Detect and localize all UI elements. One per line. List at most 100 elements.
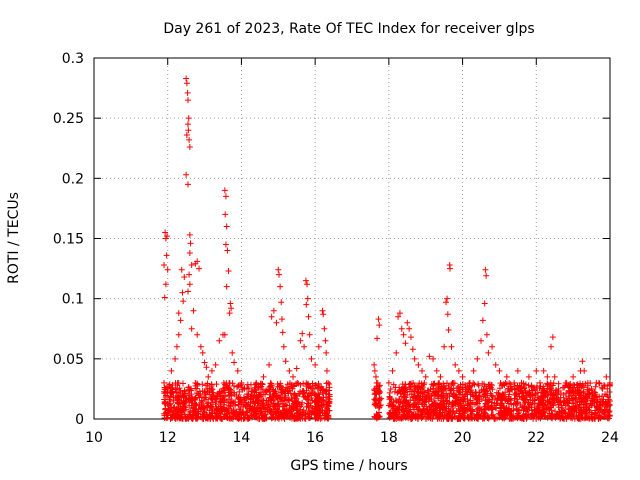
data-point [254, 396, 261, 403]
data-point [174, 406, 181, 413]
data-point [395, 313, 402, 320]
data-point [392, 409, 399, 416]
data-point [575, 390, 582, 397]
data-point [319, 385, 326, 392]
data-point [296, 409, 303, 416]
data-point [392, 384, 399, 391]
data-point [275, 266, 282, 273]
data-point [184, 121, 191, 128]
data-point [389, 367, 396, 374]
x-tick-label: 12 [159, 430, 177, 446]
data-point [523, 408, 530, 415]
data-point [176, 414, 183, 421]
data-point [515, 390, 522, 397]
data-point [449, 380, 456, 387]
data-point [409, 346, 416, 353]
data-point [249, 398, 256, 405]
data-point [221, 187, 228, 194]
data-point [502, 397, 509, 404]
data-point [387, 386, 394, 393]
data-point [372, 373, 379, 380]
data-point [216, 414, 223, 421]
data-point [299, 330, 306, 337]
data-point [223, 380, 230, 387]
data-point [553, 412, 560, 419]
data-point [184, 288, 191, 295]
data-point [283, 397, 290, 404]
data-point [416, 405, 423, 412]
data-point [533, 367, 540, 374]
data-point [529, 412, 536, 419]
data-point [169, 412, 176, 419]
data-point [426, 404, 433, 411]
data-point [233, 383, 240, 390]
data-point [403, 398, 410, 405]
data-point [481, 391, 488, 398]
data-point [485, 381, 492, 388]
data-point [265, 401, 272, 408]
data-point [245, 385, 252, 392]
data-point [206, 407, 213, 414]
data-point [603, 373, 610, 380]
data-point [314, 402, 321, 409]
data-point [267, 391, 274, 398]
data-point [529, 392, 536, 399]
data-point [533, 415, 540, 422]
data-point [186, 414, 193, 421]
data-point [188, 325, 195, 332]
data-point [499, 382, 506, 389]
data-point [371, 387, 378, 394]
data-point [544, 373, 551, 380]
data-point [223, 223, 230, 230]
data-point [172, 355, 179, 362]
data-point [178, 266, 185, 273]
data-point [512, 414, 519, 421]
data-point [286, 402, 293, 409]
data-point [436, 410, 443, 417]
data-point [415, 361, 422, 368]
data-point [592, 391, 599, 398]
data-point [164, 412, 171, 419]
data-point [555, 385, 562, 392]
data-point [579, 382, 586, 389]
data-point [407, 383, 414, 390]
data-point [184, 89, 191, 96]
data-point [284, 381, 291, 388]
data-point [306, 383, 313, 390]
data-point [498, 409, 505, 416]
data-point [269, 386, 276, 393]
data-point [252, 414, 259, 421]
data-point [489, 393, 496, 400]
data-point [323, 380, 330, 387]
data-point [411, 355, 418, 362]
data-point [536, 379, 543, 386]
data-point [597, 398, 604, 405]
data-point [194, 410, 201, 417]
data-point [253, 379, 260, 386]
data-point [420, 388, 427, 395]
data-point [482, 390, 489, 397]
data-point [472, 388, 479, 395]
data-point [442, 299, 449, 306]
data-point [374, 385, 381, 392]
data-point [323, 349, 330, 356]
data-point [607, 397, 613, 404]
data-point [255, 410, 262, 417]
data-point [402, 381, 409, 388]
data-point [212, 361, 219, 368]
data-point [435, 413, 442, 420]
data-point [188, 399, 195, 406]
data-point [607, 379, 613, 386]
data-point [433, 367, 440, 374]
data-point [525, 389, 532, 396]
data-point [448, 414, 455, 421]
data-point [510, 407, 517, 414]
data-point [449, 409, 456, 416]
data-point [572, 388, 579, 395]
data-point [391, 415, 398, 422]
data-point [374, 335, 381, 342]
data-point [473, 389, 480, 396]
data-point [396, 403, 403, 410]
data-point [376, 413, 383, 420]
